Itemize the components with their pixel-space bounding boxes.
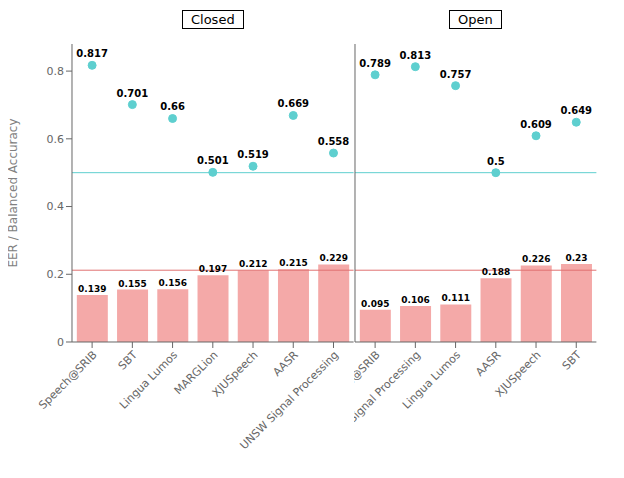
svg-text:0.139: 0.139 bbox=[78, 284, 106, 294]
svg-text:Lingua Lumos: Lingua Lumos bbox=[117, 348, 180, 411]
svg-text:XJUSpeech: XJUSpeech bbox=[492, 348, 543, 399]
svg-text:0.23: 0.23 bbox=[565, 253, 587, 263]
svg-text:MARGLion: MARGLion bbox=[171, 348, 221, 398]
svg-text:0.558: 0.558 bbox=[318, 136, 350, 147]
svg-text:0.609: 0.609 bbox=[520, 119, 552, 130]
svg-text:0.757: 0.757 bbox=[439, 69, 471, 80]
svg-text:AASR: AASR bbox=[473, 348, 504, 379]
svg-text:0.197: 0.197 bbox=[199, 264, 227, 274]
html-text:Closed: Closed bbox=[191, 12, 235, 27]
svg-text:0.649: 0.649 bbox=[560, 105, 592, 116]
svg-text:0.817: 0.817 bbox=[76, 48, 108, 59]
svg-text:0.155: 0.155 bbox=[118, 279, 146, 289]
svg-text:0.66: 0.66 bbox=[160, 102, 185, 113]
svg-text:0.813: 0.813 bbox=[399, 50, 431, 61]
svg-text:0.212: 0.212 bbox=[239, 259, 267, 269]
svg-text:0.2: 0.2 bbox=[47, 268, 64, 281]
svg-text:0.156: 0.156 bbox=[159, 278, 187, 288]
svg-text:0.501: 0.501 bbox=[197, 155, 229, 166]
svg-text:0.5: 0.5 bbox=[487, 156, 505, 167]
svg-text:Lingua Lumos: Lingua Lumos bbox=[400, 348, 463, 411]
svg-text:0: 0 bbox=[57, 336, 64, 349]
svg-text:UNSW Signal Processing: UNSW Signal Processing bbox=[238, 348, 342, 452]
svg-text:0.095: 0.095 bbox=[361, 299, 389, 309]
svg-text:0.701: 0.701 bbox=[117, 88, 149, 99]
svg-text:0.519: 0.519 bbox=[237, 149, 269, 160]
svg-text:0.6: 0.6 bbox=[47, 133, 64, 146]
svg-text:0.215: 0.215 bbox=[279, 258, 307, 268]
svg-text:0.8: 0.8 bbox=[47, 65, 64, 78]
svg-text:0.188: 0.188 bbox=[481, 267, 509, 277]
svg-text:AASR: AASR bbox=[271, 348, 302, 379]
svg-text:0.111: 0.111 bbox=[441, 293, 469, 303]
svg-text:EER / Balanced Accuracy: EER / Balanced Accuracy bbox=[8, 118, 20, 267]
svg-text:0.229: 0.229 bbox=[319, 253, 347, 263]
svg-text:0.106: 0.106 bbox=[401, 295, 429, 305]
svg-text:XJUSpeech: XJUSpeech bbox=[210, 348, 261, 399]
svg-text:0.226: 0.226 bbox=[522, 254, 550, 264]
svg-text:SBT: SBT bbox=[116, 348, 140, 372]
svg-text:0.789: 0.789 bbox=[359, 58, 391, 69]
svg-text:0.4: 0.4 bbox=[47, 200, 64, 213]
svg-text:Speech@SRIB: Speech@SRIB bbox=[36, 348, 100, 412]
html-text:Open: Open bbox=[457, 12, 493, 27]
svg-text:0.669: 0.669 bbox=[277, 98, 309, 109]
svg-text:SBT: SBT bbox=[559, 348, 583, 372]
